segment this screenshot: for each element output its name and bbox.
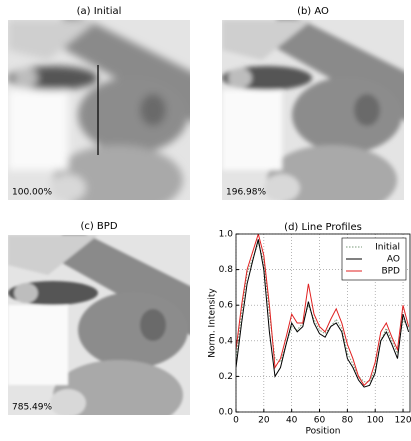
cell [264,174,300,202]
microscopy-image [8,10,208,215]
microscopy-image [8,225,208,430]
y-tick-label: 1.0 [219,230,234,240]
y-tick-label: 0.0 [219,408,234,418]
y-tick-label: 0.4 [219,336,234,346]
y-tick-label: 0.6 [219,301,234,311]
cell [78,77,188,153]
y-axis-label: Norm. Intensity [208,288,218,358]
zoom-label: 196.98% [226,188,266,198]
bright-region [8,90,68,170]
cell [228,68,252,88]
nucleus [140,94,166,126]
panel-title: (b) AO [297,6,329,17]
cell [50,174,86,202]
cell [292,77,402,153]
legend-label: AO [387,255,400,265]
x-tick-label: 80 [342,416,354,426]
cell [50,389,86,417]
x-tick-label: 60 [314,416,326,426]
y-tick-label: 0.2 [219,372,233,382]
x-tick-label: 0 [233,416,239,426]
chart-title: (d) Line Profiles [284,222,362,233]
cell [78,292,188,368]
bright-region [8,305,68,385]
microscopy-image [222,10,411,215]
x-tick-label: 20 [258,416,270,426]
x-tick-label: 100 [367,416,384,426]
y-tick-label: 0.8 [219,265,234,275]
panel-title: (c) BPD [80,221,117,232]
legend-label: BPD [381,267,400,277]
x-axis-label: Position [305,427,340,437]
figure: (a) Initial 100.00% (b) AO 196.98% (c) BPD 78… [0,0,411,437]
zoom-label: 785.49% [12,403,52,413]
legend-label: Initial [375,243,400,253]
x-tick-label: 40 [286,416,298,426]
panel-title: (a) Initial [77,6,122,17]
x-tick-label: 120 [394,416,411,426]
bright-region [222,90,282,170]
cell [14,68,38,88]
zoom-label: 100.00% [12,188,52,198]
nucleus [354,94,380,126]
nucleus [140,309,166,341]
cell [14,283,38,303]
